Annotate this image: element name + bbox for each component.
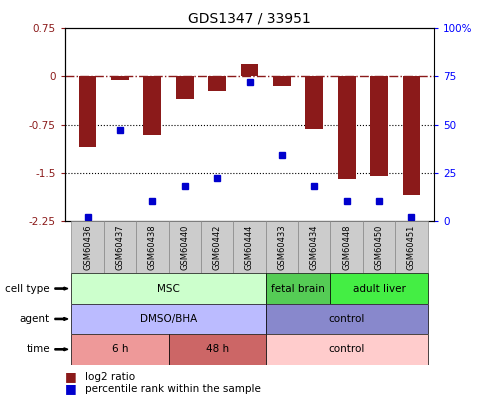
Bar — [338, 77, 356, 179]
Text: GSM60436: GSM60436 — [83, 224, 92, 270]
Bar — [169, 221, 201, 273]
Text: 48 h: 48 h — [206, 344, 229, 354]
Bar — [201, 221, 234, 273]
Bar — [265, 334, 428, 364]
Bar — [330, 273, 428, 304]
Bar — [265, 304, 428, 334]
Text: 6 h: 6 h — [112, 344, 128, 354]
Text: GSM60448: GSM60448 — [342, 224, 351, 270]
Text: GSM60444: GSM60444 — [245, 224, 254, 270]
Text: GSM60451: GSM60451 — [407, 224, 416, 270]
Text: fetal brain: fetal brain — [271, 284, 325, 294]
Bar — [143, 77, 161, 135]
Text: time: time — [26, 344, 50, 354]
Bar — [265, 221, 298, 273]
Bar — [208, 77, 226, 91]
Text: agent: agent — [20, 314, 50, 324]
Bar — [71, 304, 265, 334]
Text: GSM60442: GSM60442 — [213, 224, 222, 270]
Bar — [273, 77, 291, 86]
Text: MSC: MSC — [157, 284, 180, 294]
Bar — [370, 77, 388, 176]
Bar — [395, 221, 428, 273]
Bar — [265, 273, 330, 304]
Bar — [305, 77, 323, 129]
Text: GSM60440: GSM60440 — [180, 224, 189, 270]
Text: GSM60433: GSM60433 — [277, 224, 286, 270]
Bar — [363, 221, 395, 273]
Bar — [298, 221, 330, 273]
Text: GSM60434: GSM60434 — [310, 224, 319, 270]
Text: ■: ■ — [65, 370, 77, 383]
Title: GDS1347 / 33951: GDS1347 / 33951 — [188, 12, 311, 26]
Text: DMSO/BHA: DMSO/BHA — [140, 314, 197, 324]
Text: ■: ■ — [65, 382, 77, 395]
Bar — [111, 77, 129, 80]
Bar — [403, 77, 420, 195]
Text: percentile rank within the sample: percentile rank within the sample — [85, 384, 260, 394]
Bar — [104, 221, 136, 273]
Bar — [136, 221, 169, 273]
Bar — [234, 221, 265, 273]
Text: adult liver: adult liver — [353, 284, 406, 294]
Text: control: control — [328, 314, 365, 324]
Text: cell type: cell type — [5, 284, 50, 294]
Bar — [79, 77, 96, 147]
Text: control: control — [328, 344, 365, 354]
Text: GSM60438: GSM60438 — [148, 224, 157, 270]
Text: log2 ratio: log2 ratio — [85, 372, 135, 382]
Bar — [71, 221, 104, 273]
Text: GSM60450: GSM60450 — [375, 224, 384, 270]
Bar — [71, 273, 265, 304]
Bar — [169, 334, 265, 364]
Bar — [71, 334, 169, 364]
Bar — [176, 77, 194, 99]
Text: GSM60437: GSM60437 — [115, 224, 124, 270]
Bar — [330, 221, 363, 273]
Bar — [241, 64, 258, 77]
